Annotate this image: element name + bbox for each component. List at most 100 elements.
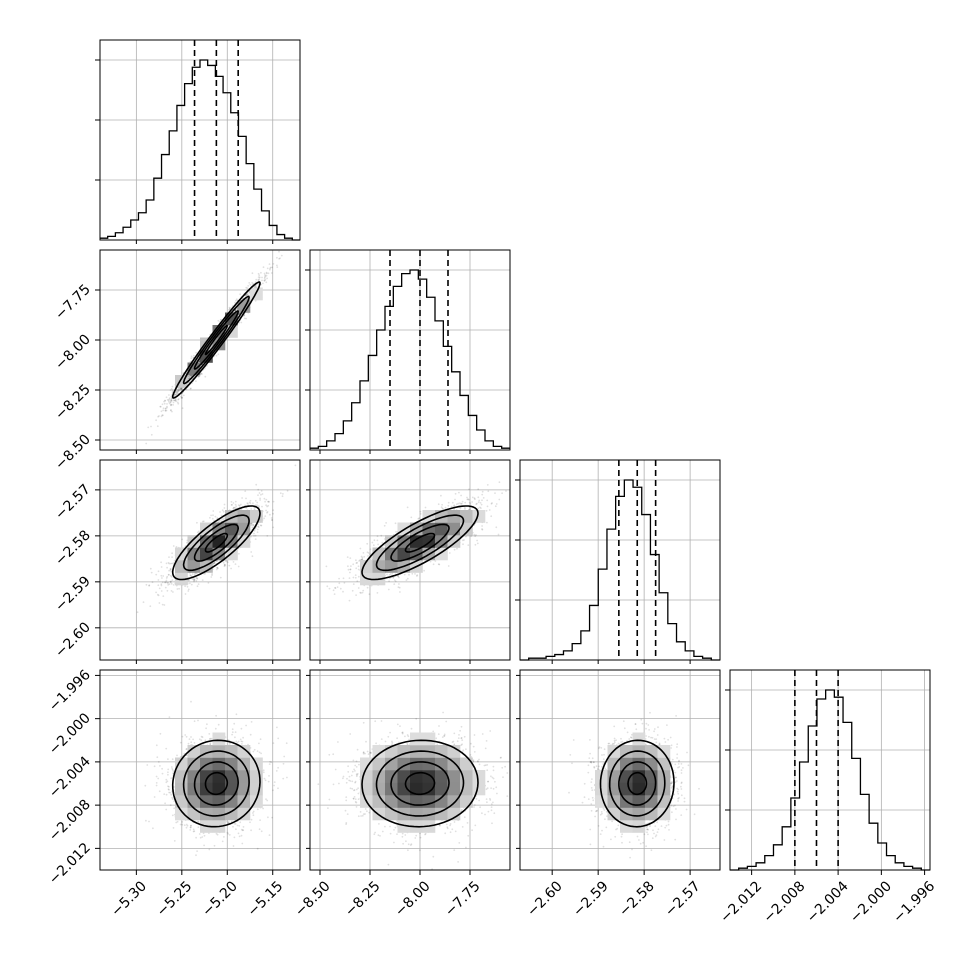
sample-point	[164, 399, 166, 402]
sample-point	[172, 404, 175, 406]
sample-point	[180, 395, 182, 398]
contour-2-1-4	[171, 281, 261, 399]
sample-point	[198, 530, 200, 533]
sample-point	[261, 493, 264, 495]
sample-point	[490, 502, 493, 505]
sample-point	[276, 256, 278, 259]
sample-point	[166, 405, 168, 408]
sample-point	[251, 555, 254, 558]
contour-3-1-1	[204, 532, 229, 553]
sample-point	[189, 582, 191, 585]
sample-point	[249, 502, 252, 505]
sample-point	[468, 488, 470, 491]
sample-point	[485, 509, 488, 512]
sample-point	[216, 566, 219, 569]
sample-point	[226, 561, 229, 564]
sample-point	[266, 511, 268, 514]
density-cell	[212, 547, 226, 561]
pair-content-3-2	[310, 460, 510, 660]
sample-point	[245, 286, 248, 289]
sample-point	[193, 573, 196, 576]
sample-point	[282, 493, 284, 495]
sample-point	[233, 506, 236, 509]
sample-point	[172, 399, 175, 402]
sample-point	[477, 496, 480, 499]
sample-point	[174, 393, 177, 396]
sample-point	[179, 388, 182, 391]
sample-point	[257, 272, 260, 275]
sample-point	[175, 400, 178, 403]
sample-point	[209, 516, 211, 519]
sample-point	[168, 583, 171, 586]
sample-point	[184, 585, 187, 588]
sample-point	[193, 578, 195, 580]
sample-point	[281, 246, 283, 248]
sample-point	[234, 506, 237, 509]
sample-point	[163, 400, 165, 403]
sample-point	[219, 319, 222, 321]
sample-point	[464, 506, 466, 509]
sample-point	[237, 565, 240, 568]
sample-point	[261, 279, 263, 282]
sample-point	[221, 509, 224, 512]
sample-point	[180, 388, 183, 391]
sample-point	[254, 299, 257, 302]
sample-point	[253, 508, 256, 511]
sample-point	[270, 272, 273, 274]
sample-point	[170, 403, 173, 406]
sample-point	[235, 505, 238, 508]
sample-point	[170, 399, 172, 402]
sample-point	[269, 267, 271, 270]
sample-point	[270, 519, 273, 521]
sample-point	[254, 534, 257, 537]
sample-point	[256, 528, 259, 531]
sample-point	[147, 426, 150, 429]
sample-point	[211, 573, 214, 575]
sample-point	[259, 524, 262, 527]
sample-point	[150, 571, 153, 574]
sample-point	[223, 563, 226, 566]
sample-point	[451, 501, 454, 504]
sample-point	[172, 401, 175, 404]
sample-point	[190, 387, 192, 390]
sample-point	[238, 552, 240, 555]
sample-point	[228, 308, 231, 311]
contour-3-1-2	[193, 523, 240, 562]
sample-point	[200, 372, 203, 375]
sample-point	[253, 529, 256, 532]
sample-point	[210, 576, 213, 578]
sample-point	[232, 561, 235, 563]
sample-point	[170, 395, 173, 398]
panel-frame-1-1	[99, 39, 301, 241]
sample-point	[271, 519, 274, 521]
sample-point	[170, 409, 172, 411]
sample-point	[172, 591, 174, 593]
sample-point	[265, 274, 268, 277]
sample-point	[155, 573, 158, 576]
sample-point	[176, 391, 179, 394]
sample-point	[211, 517, 214, 520]
sample-point	[251, 272, 254, 275]
sample-point	[160, 590, 163, 592]
sample-point	[250, 535, 252, 538]
sample-point	[263, 517, 265, 520]
sample-point	[155, 591, 158, 594]
sample-point	[234, 563, 237, 565]
sample-point	[276, 264, 278, 267]
sample-point	[416, 574, 419, 576]
sample-point	[166, 398, 169, 401]
sample-point	[163, 604, 166, 606]
sample-point	[272, 512, 274, 515]
sample-point	[266, 511, 269, 513]
sample-point	[423, 569, 425, 572]
sample-point	[234, 503, 237, 506]
sample-point	[170, 576, 173, 578]
sample-point	[207, 582, 210, 584]
sample-point	[259, 497, 261, 500]
sample-point	[440, 494, 442, 497]
sample-point	[223, 565, 226, 568]
sample-point	[177, 398, 180, 400]
sample-point	[215, 568, 218, 571]
sample-point	[165, 577, 168, 579]
sample-point	[257, 494, 259, 496]
